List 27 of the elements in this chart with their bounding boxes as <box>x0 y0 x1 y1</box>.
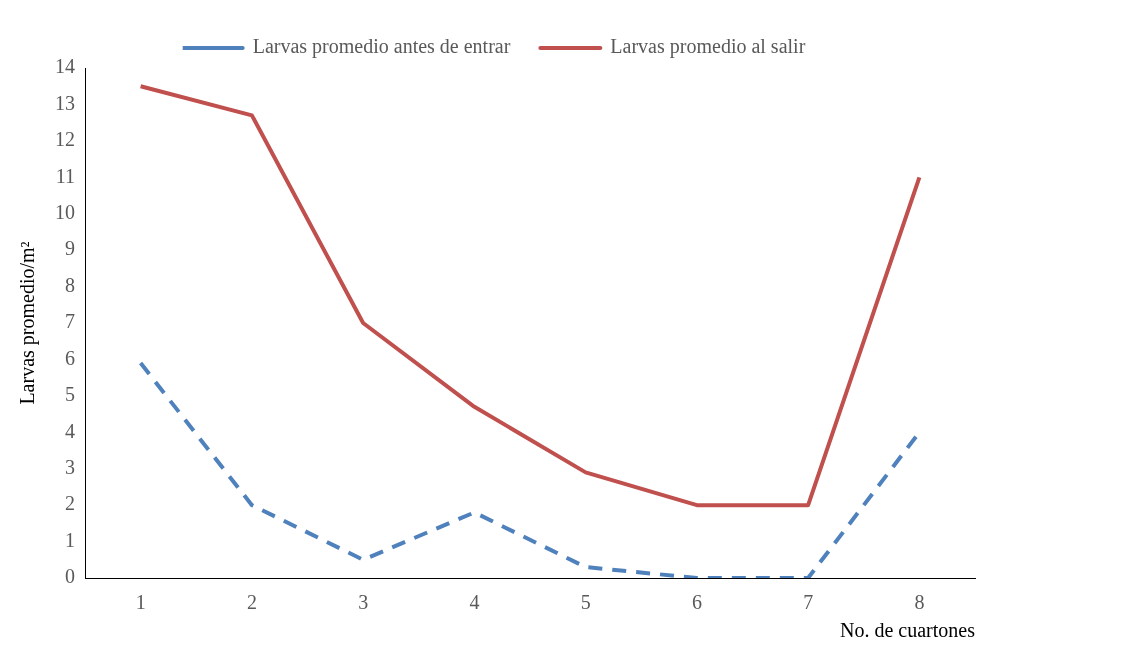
y-tick-label: 8 <box>65 273 75 296</box>
x-tick-label: 6 <box>691 591 702 614</box>
x-tick-label: 5 <box>580 591 591 614</box>
y-tick-label: 13 <box>55 91 75 114</box>
y-tick-label: 3 <box>65 455 75 478</box>
y-tick-label: 7 <box>65 310 75 333</box>
y-tick-label: 2 <box>65 492 75 515</box>
y-tick-label: 11 <box>55 164 75 187</box>
y-tick-label: 12 <box>55 128 75 151</box>
y-tick-label: 10 <box>55 200 75 223</box>
y-tick-label: 14 <box>55 55 75 78</box>
y-axis-title: Larvas promedio/m² <box>16 241 40 405</box>
y-tick-label: 6 <box>65 346 75 369</box>
y-tick-label: 5 <box>65 383 75 406</box>
y-tick-label: 9 <box>65 237 75 260</box>
x-tick-label: 3 <box>358 591 369 614</box>
y-tick-label: 0 <box>65 565 75 588</box>
x-tick-label: 4 <box>469 591 480 614</box>
y-tick-label: 1 <box>65 528 75 551</box>
y-tick-label: 4 <box>65 419 75 442</box>
x-axis-title: No. de cuartones <box>840 619 976 642</box>
legend-label: Larvas promedio al salir <box>610 35 806 59</box>
x-tick-label: 7 <box>803 591 814 614</box>
x-tick-label: 2 <box>246 591 257 614</box>
legend-label: Larvas promedio antes de entrar <box>252 35 511 59</box>
x-tick-label: 1 <box>135 591 146 614</box>
x-tick-label: 8 <box>914 591 925 614</box>
